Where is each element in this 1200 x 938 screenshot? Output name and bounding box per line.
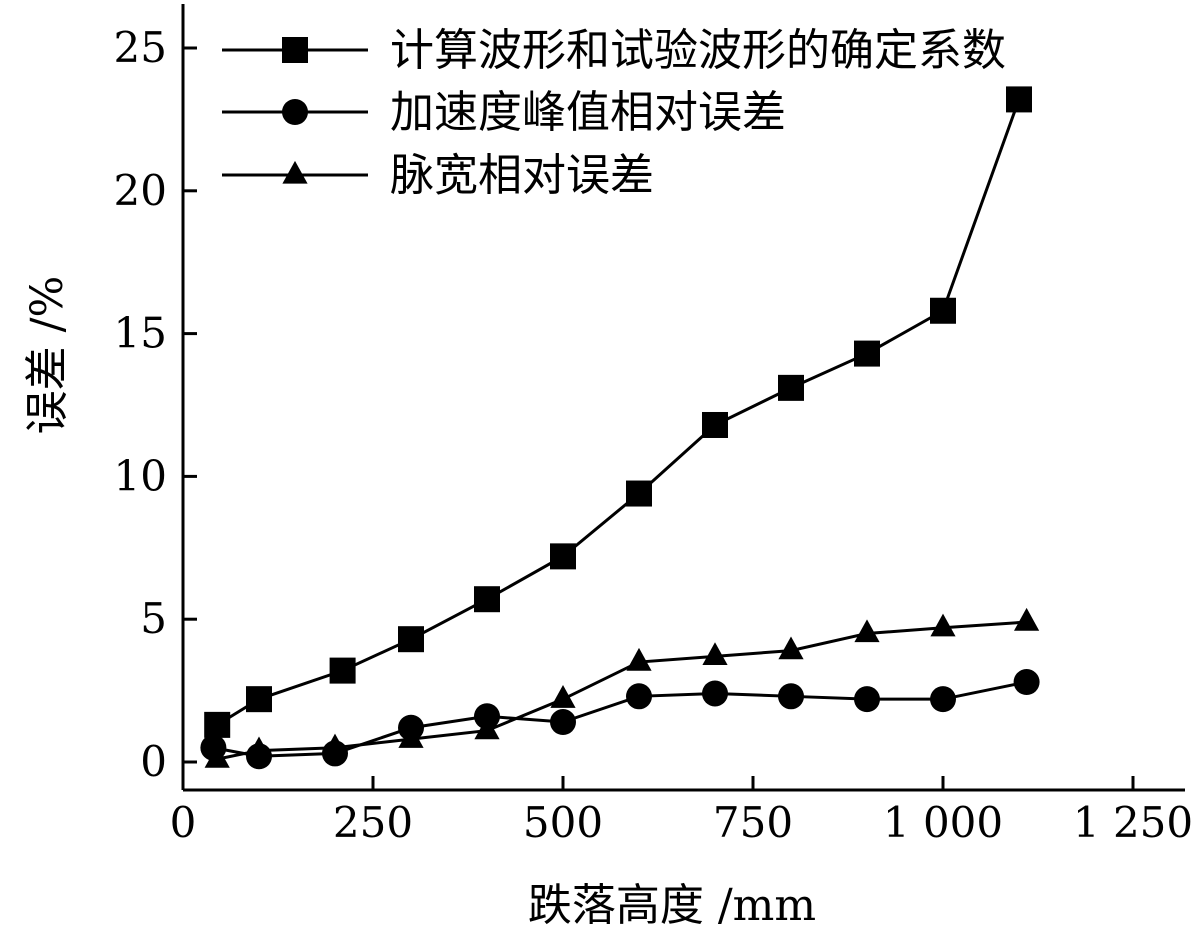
series-line (216, 620, 1027, 761)
x-tick-label: 1 250 (1073, 798, 1193, 847)
legend-label: 加速度峰值相对误差 (390, 87, 786, 138)
triangle-marker (246, 736, 272, 760)
triangle-marker (1014, 607, 1040, 631)
legend-label: 脉宽相对误差 (390, 150, 654, 201)
square-marker (204, 711, 231, 738)
triangle-marker (854, 619, 880, 643)
x-tick-label: 1 000 (883, 798, 1003, 847)
x-tick-label: 250 (333, 798, 413, 847)
triangle-marker (204, 745, 230, 768)
x-axis-title: 跌落高度 /mm (528, 880, 816, 931)
circle-marker (474, 703, 500, 730)
square-marker (778, 374, 804, 401)
square-marker (246, 686, 272, 713)
x-tick-label: 0 (170, 798, 197, 847)
square-marker (1006, 86, 1032, 113)
triangle-marker (398, 725, 424, 748)
legend-label: 计算波形和试验波形的确定系数 (390, 25, 1006, 76)
square-marker (550, 543, 576, 570)
square-marker (626, 480, 652, 507)
circle-marker (1013, 669, 1040, 696)
square-marker (702, 411, 728, 438)
triangle-marker (322, 733, 348, 757)
y-tick-label: 10 (114, 451, 167, 500)
triangle-marker (626, 647, 652, 671)
y-tick-label: 25 (114, 23, 167, 72)
legend-item: 脉宽相对误差 (222, 150, 654, 201)
y-tick-label: 0 (140, 737, 167, 786)
circle-marker (778, 683, 804, 710)
triangle-marker (474, 716, 500, 740)
square-marker (329, 657, 356, 684)
series-triangle (204, 607, 1040, 768)
series-square (204, 86, 1032, 738)
triangle-marker (778, 636, 804, 660)
triangle-marker (702, 642, 728, 665)
y-tick-label: 5 (140, 594, 167, 643)
square-marker (398, 626, 424, 653)
circle-marker (930, 686, 956, 713)
square-marker (474, 586, 500, 613)
circle-marker (702, 680, 728, 707)
x-tick-label: 500 (523, 798, 603, 847)
circle-marker (854, 686, 880, 713)
triangle-marker (930, 613, 956, 637)
legend-item: 加速度峰值相对误差 (222, 87, 786, 138)
legend-circle-marker (282, 99, 308, 125)
legend-square-marker (282, 37, 308, 63)
y-tick-label: 15 (114, 309, 167, 358)
x-tick-label: 750 (713, 798, 793, 847)
circle-marker (626, 683, 652, 710)
square-marker (930, 297, 956, 324)
y-axis-title: 误差 /% (22, 276, 73, 435)
circle-marker (550, 709, 576, 736)
legend-item: 计算波形和试验波形的确定系数 (222, 25, 1006, 76)
triangle-marker (550, 685, 576, 708)
series-layer (200, 86, 1040, 770)
y-tick-label: 20 (114, 166, 167, 215)
legend-triangle-marker (282, 160, 308, 184)
square-marker (854, 340, 880, 367)
